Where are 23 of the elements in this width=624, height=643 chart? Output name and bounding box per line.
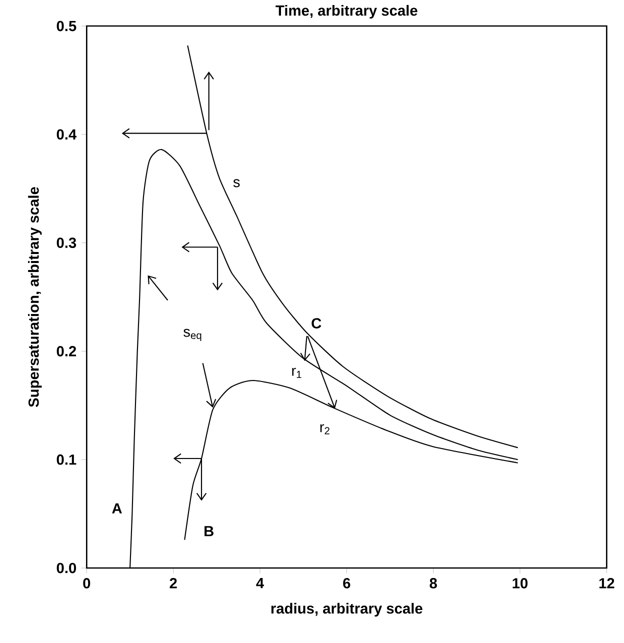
x-tick-label: 12 [599, 578, 614, 588]
x-tick-label: 6 [343, 578, 350, 588]
x-tick-label: 8 [430, 578, 437, 588]
y-tick-label: 0.1 [56, 454, 76, 465]
x-tick-label: 4 [256, 578, 264, 588]
x-axis-title: radius, arbitrary scale [271, 602, 422, 617]
x2-axis-title: Time, arbitrary scale [276, 4, 418, 19]
y-tick-label: 0.0 [56, 562, 76, 574]
y-axis-title: Supersaturation, arbitrary scale [28, 187, 42, 408]
y-tick-label: 0.3 [56, 238, 76, 248]
annotation: B [204, 526, 214, 536]
annotation: C [312, 318, 322, 329]
x-tick-label: 0 [83, 578, 90, 588]
annotation: s [233, 179, 240, 188]
y-tick-label: 0.4 [56, 129, 77, 140]
x-tick-label: 2 [170, 578, 177, 588]
y-tick-label: 0.2 [56, 346, 76, 356]
annotation: r$_{2}$ [320, 424, 330, 434]
y-tick-label: 0.5 [56, 20, 76, 32]
annotation: r$_{1}$ [292, 368, 302, 378]
annotation: A [112, 503, 122, 514]
x-tick-label: 10 [512, 578, 528, 588]
annotation: s$_{eq}$ [184, 328, 202, 342]
